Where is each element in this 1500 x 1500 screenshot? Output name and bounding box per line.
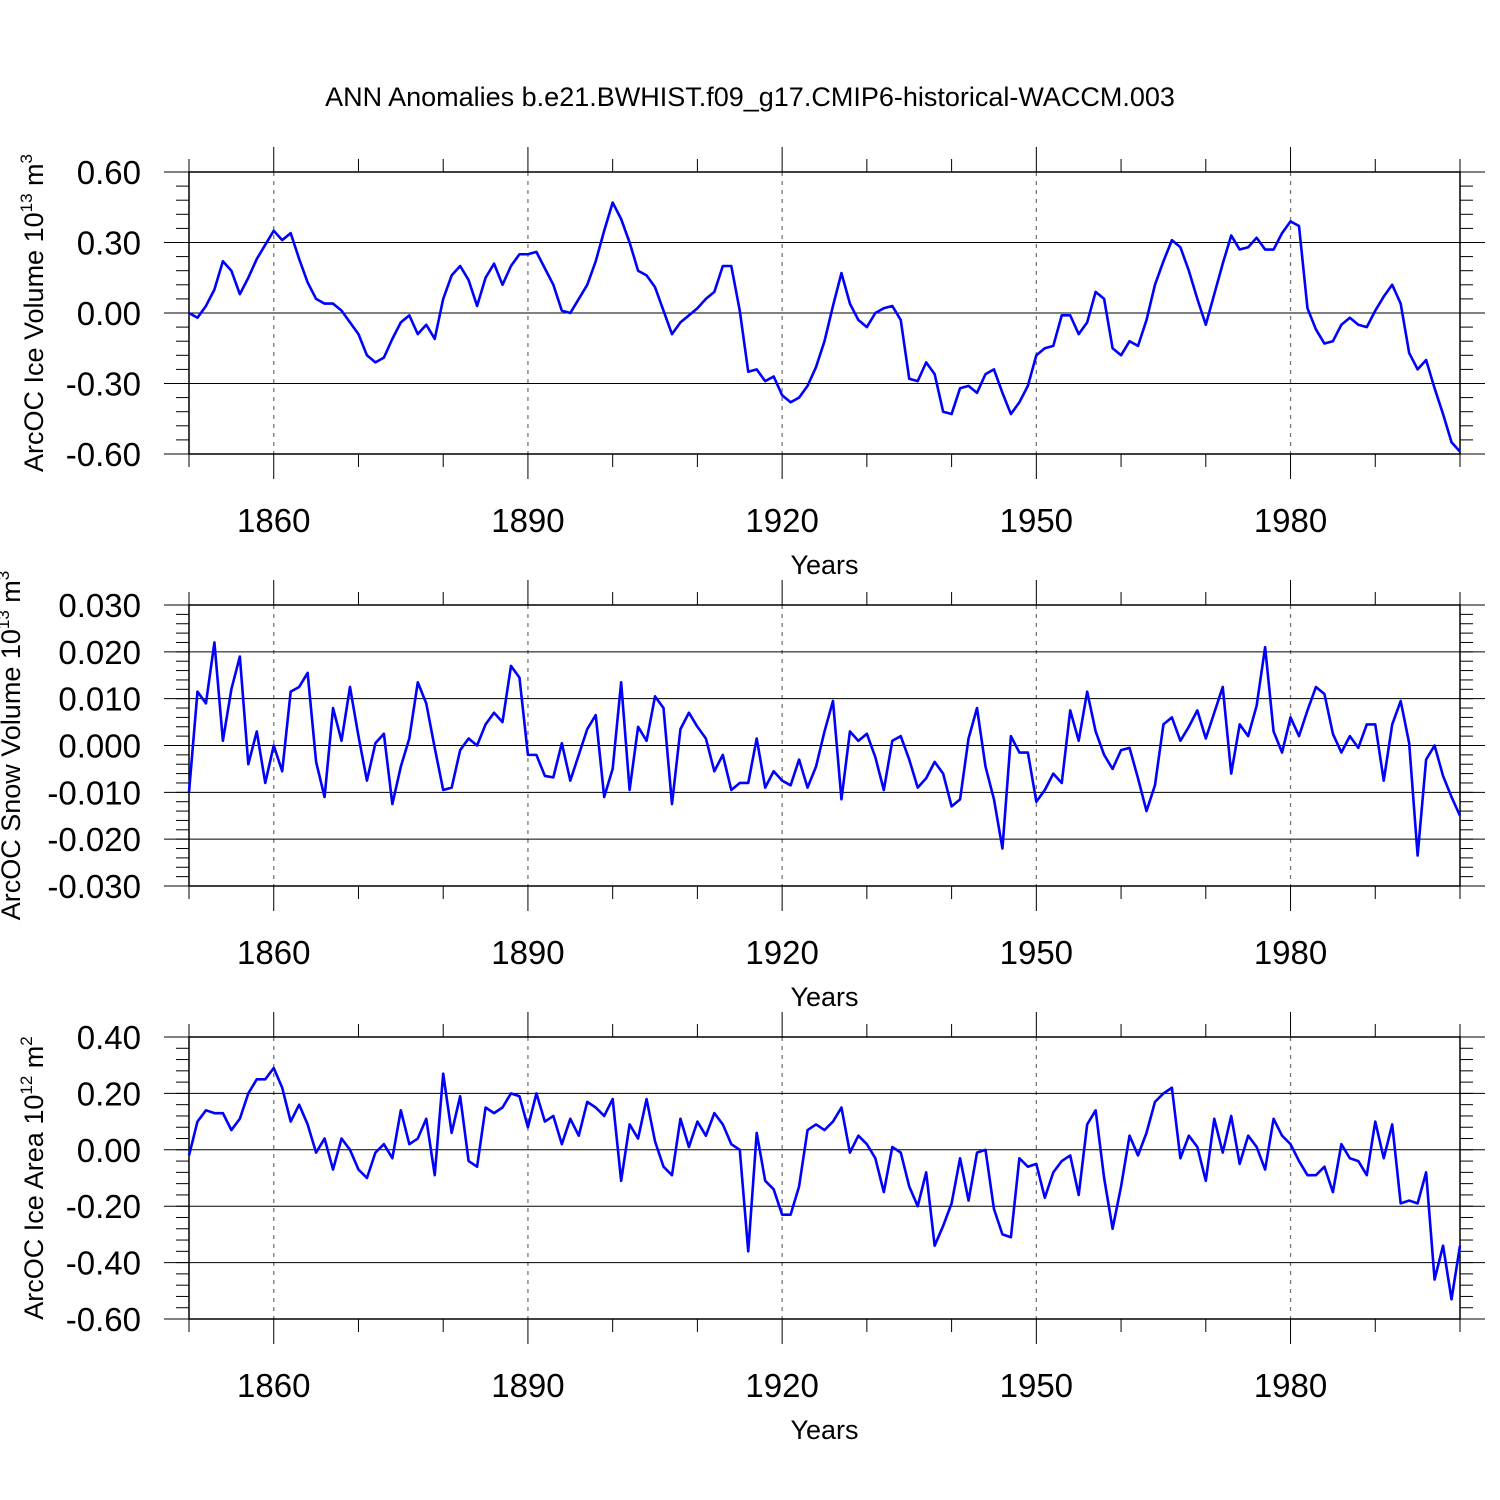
x-tick-label: 1950 [1000, 1367, 1073, 1404]
y-tick-label: 0.010 [58, 681, 141, 718]
figure-title: ANN Anomalies b.e21.BWHIST.f09_g17.CMIP6… [325, 82, 1175, 112]
x-tick-label: 1920 [745, 1367, 818, 1404]
x-tick-label: 1890 [491, 502, 564, 539]
y-tick-label: -0.40 [66, 1245, 141, 1282]
y-tick-label: 0.00 [77, 1132, 141, 1169]
x-axis-label: Years [790, 982, 858, 1012]
y-tick-label: 0.020 [58, 634, 141, 671]
chart-panel-snow-volume: 0.030 0.020 0.010 0.000 -0.010 -0.020 -0.030 18… [0, 571, 1485, 1012]
x-tick-label: 1920 [745, 934, 818, 971]
y-tick-label: -0.60 [66, 436, 141, 473]
x-tick-label: 1950 [1000, 502, 1073, 539]
series-line [188, 201, 1461, 453]
x-tick-label: 1860 [237, 502, 310, 539]
x-tick-label: 1890 [491, 934, 564, 971]
x-tick-label: 1980 [1254, 502, 1327, 539]
y-tick-label: -0.020 [47, 821, 141, 858]
y-tick-label: 0.030 [58, 587, 141, 624]
plot-frame [188, 604, 1461, 887]
y-tick-label: 0.00 [77, 295, 141, 332]
x-tick-label: 1890 [491, 1367, 564, 1404]
series-line [187, 1066, 1462, 1301]
y-tick-label: 0.000 [58, 728, 141, 765]
y-axis-label: ArcOC Ice Area 1012 m2 [17, 1036, 49, 1320]
y-tick-label: -0.60 [66, 1301, 141, 1338]
chart-panels: 0.60 0.30 0.00 -0.30 -0.60 1860 1890 1920 1950 19… [0, 147, 1485, 1445]
y-tick-label: 0.30 [77, 225, 141, 262]
x-tick-label: 1980 [1254, 934, 1327, 971]
y-tick-label: 0.60 [77, 154, 141, 191]
plot-frame [188, 1036, 1461, 1320]
x-axis-label: Years [790, 550, 858, 580]
y-tick-label: -0.010 [47, 774, 141, 811]
y-axis-label: ArcOC Ice Volume 1013 m3 [17, 154, 49, 472]
y-tick-label: -0.30 [66, 366, 141, 403]
chart-panel-ice-volume: 0.60 0.30 0.00 -0.30 -0.60 1860 1890 1920 1950 19… [17, 147, 1485, 580]
x-tick-label: 1920 [745, 502, 818, 539]
y-tick-label: 0.40 [77, 1019, 141, 1056]
y-tick-label: -0.030 [47, 868, 141, 905]
x-tick-label: 1980 [1254, 1367, 1327, 1404]
x-tick-label: 1860 [237, 934, 310, 971]
y-tick-label: 0.20 [77, 1075, 141, 1112]
series-line [187, 641, 1462, 857]
x-tick-label: 1860 [237, 1367, 310, 1404]
x-axis-label: Years [790, 1415, 858, 1445]
x-tick-label: 1950 [1000, 934, 1073, 971]
y-tick-label: -0.20 [66, 1188, 141, 1225]
y-axis-label: ArcOC Snow Volume 1013 m3 [0, 571, 26, 921]
chart-panel-ice-area: 0.40 0.20 0.00 -0.20 -0.40 -0.60 1860 1890 1920 1… [17, 1012, 1485, 1445]
